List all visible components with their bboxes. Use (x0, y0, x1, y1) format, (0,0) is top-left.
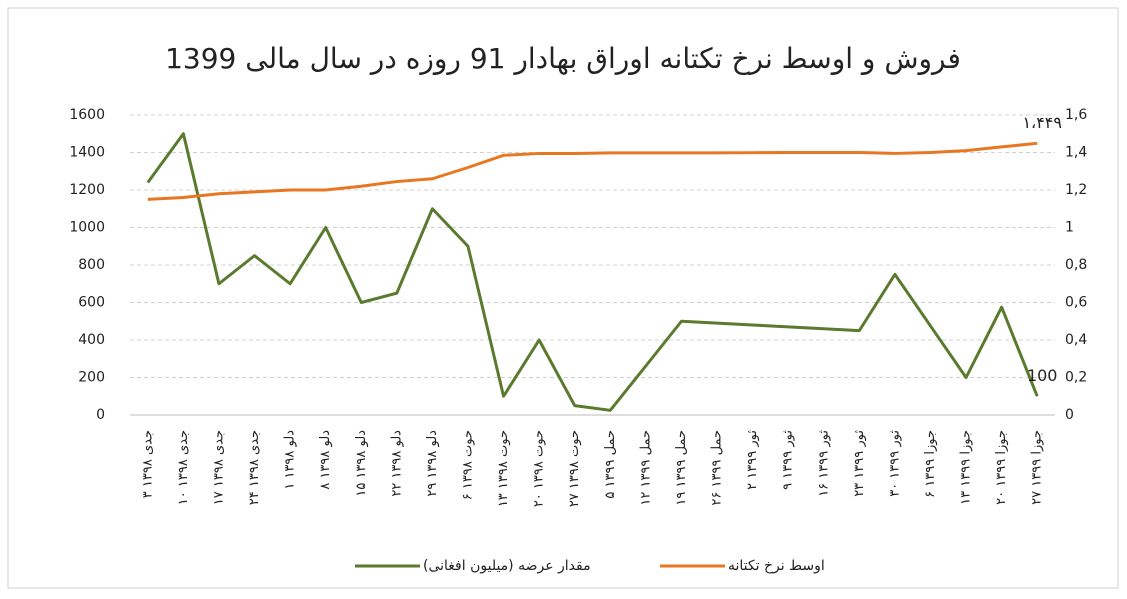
x-tick-label: ۱۵ دلو ۱۳۹۸ (354, 430, 369, 497)
x-tick-label: ۵ حمل ۱۳۹۹ (603, 430, 618, 499)
x-tick-label: ۶ حوت ۱۳۹۸ (460, 430, 475, 500)
x-tick-label: ۲۴ جدی ۱۳۹۸ (247, 430, 262, 505)
x-tick-label: ۹ ثور ۱۳۹۹ (781, 430, 796, 490)
x-tick-label: ۱۳ جوزا ۱۳۹۹ (959, 430, 974, 505)
chart-frame (7, 7, 1119, 589)
y2-tick-label: 0 (1065, 407, 1074, 423)
y2-tick-label: 0,6 (1065, 295, 1087, 311)
x-tick-label: ۱۷ جدی ۱۳۹۸ (211, 430, 226, 505)
x-tick-label: ۲ ثور ۱۳۹۹ (745, 430, 760, 490)
x-tick-label: ۲۳ ثور ۱۳۹۹ (852, 430, 867, 497)
x-tick-label: ۲۶ حمل ۱۳۹۹ (710, 430, 725, 506)
series-line (146, 132, 1039, 412)
y2-tick-label: 0,2 (1065, 370, 1087, 386)
x-tick-label: ۱۲ حمل ۱۳۹۹ (638, 430, 653, 506)
x-tick-label: ۱ دلو ۱۳۹۸ (283, 430, 298, 490)
x-tick-label: ۱۹ حمل ۱۳۹۹ (674, 430, 689, 506)
x-tick-label: ۲۰ حوت ۱۳۹۸ (532, 430, 547, 507)
series-line (147, 141, 1038, 201)
y-tick-label: 800 (78, 257, 105, 273)
x-tick-label: ۱۰ جدی ۱۳۹۸ (176, 430, 191, 505)
data-label: ۱،۴۴۹ (1022, 113, 1062, 132)
y-tick-label: 200 (78, 370, 105, 386)
y-tick-label: 1400 (69, 145, 105, 161)
x-tick-label: ۲۹ دلو ۱۳۹۸ (425, 430, 440, 497)
x-tick-label: ۲۲ دلو ۱۳۹۸ (389, 430, 404, 497)
chart-title: فروش و اوسط نرخ تکتانه اوراق بهادار 91 ر… (165, 42, 961, 75)
y-tick-label: 1600 (69, 107, 105, 123)
x-tick-label: ۱۶ ثور ۱۳۹۹ (816, 430, 831, 497)
x-tick-label: ۲۰ جوزا ۱۳۹۹ (994, 430, 1009, 505)
y-tick-label: 600 (78, 295, 105, 311)
y2-tick-label: 1,6 (1065, 107, 1087, 123)
y-tick-label: 0 (96, 407, 105, 423)
legend-label: اوسط نرخ تکتانه (728, 558, 825, 574)
x-tick-label: ۳ جدی ۱۳۹۸ (140, 430, 155, 498)
legend-label: مقدار عرضه (میلیون افغانی) (423, 558, 591, 574)
y2-tick-label: 0,4 (1065, 332, 1087, 348)
x-tick-label: ۲۷ جوزا ۱۳۹۹ (1030, 430, 1045, 505)
x-tick-label: ۱۳ حوت ۱۳۹۸ (496, 430, 511, 507)
x-tick-label: ۳۰ ثور ۱۳۹۹ (887, 430, 902, 497)
y2-tick-label: 0,8 (1065, 257, 1087, 273)
y2-tick-label: 1,4 (1065, 145, 1087, 161)
y-tick-label: 1000 (69, 220, 105, 236)
x-tick-label: ۸ دلو ۱۳۹۸ (318, 430, 333, 490)
y-tick-label: 1200 (69, 182, 105, 198)
y-tick-label: 400 (78, 332, 105, 348)
x-tick-label: ۲۷ حوت ۱۳۹۸ (567, 430, 582, 507)
y2-tick-label: 1,2 (1065, 182, 1087, 198)
y2-tick-label: 1 (1065, 220, 1074, 236)
data-label: 100 (1027, 366, 1058, 385)
x-tick-label: ۶ جوزا ۱۳۹۹ (923, 430, 938, 498)
